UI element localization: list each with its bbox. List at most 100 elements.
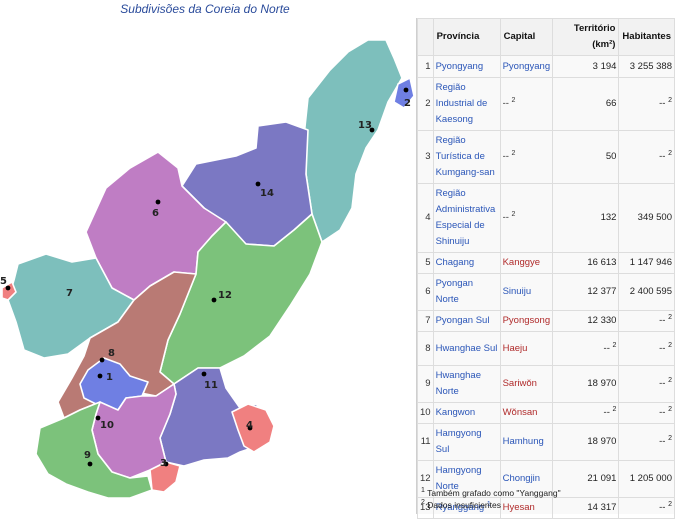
table-row: 1 Pyongyang Pyongyang 3 194 3 255 388	[417, 55, 675, 78]
province-link[interactable]: Pyongan Sul	[432, 310, 501, 332]
population-cell-text: --	[659, 315, 666, 326]
marker-label-11: 11	[204, 380, 218, 391]
capital-cell[interactable]: Wŏnsan	[499, 402, 554, 424]
footnote-1: 1 Também grafado como "Yanggang"	[421, 487, 671, 498]
province-link[interactable]: Região Turística de Kumgang-san	[432, 130, 501, 184]
marker-label-12: 12	[218, 290, 232, 301]
capital-cell-text[interactable]: Wŏnsan	[502, 407, 538, 418]
population-cell-note: 2	[668, 500, 672, 508]
area-cell-text: 50	[605, 151, 617, 162]
capital-cell-text[interactable]: Hyesan	[502, 502, 535, 513]
province-link-text[interactable]: Região Administrativa Especial de Shinui…	[435, 188, 496, 247]
province-link-text[interactable]: Hamgyong Sul	[435, 428, 482, 455]
table-row: 2 Região Industrial de Kaesong -- 2 66 -- 2	[417, 77, 675, 131]
province-link[interactable]: Kangwon	[432, 402, 501, 424]
header-index	[417, 18, 434, 56]
capital-cell-text[interactable]: Hamhung	[502, 436, 544, 447]
province-link-text[interactable]: Hwanghae Norte	[435, 370, 481, 397]
row-index-text: 8	[425, 342, 431, 354]
province-link[interactable]: Hamgyong Norte	[432, 460, 501, 498]
row-index: 7	[417, 310, 434, 332]
area-cell: 66	[552, 77, 620, 131]
footnote-1-mark: 1	[421, 487, 425, 495]
province-link-text[interactable]: Chagang	[435, 257, 475, 268]
capital-cell-text[interactable]: Sinuiju	[502, 286, 532, 297]
population-cell: -- 2	[618, 365, 675, 403]
capital-cell[interactable]: Kanggye	[499, 252, 554, 274]
capital-cell[interactable]: Hamhung	[499, 423, 554, 461]
table-row: 10 Kangwon Wŏnsan -- 2 -- 2	[417, 402, 675, 424]
row-index-text: 2	[425, 98, 431, 109]
province-link[interactable]: Chagang	[432, 252, 501, 274]
area-cell: -- 2	[552, 402, 620, 424]
capital-cell-text[interactable]: Chongjin	[502, 473, 541, 484]
capital-cell[interactable]: Sariwŏn	[499, 365, 554, 403]
row-index-text: 1	[425, 60, 431, 72]
row-index-text: 11	[420, 436, 431, 447]
marker-dot-11	[201, 371, 207, 377]
marker-dot-8	[99, 357, 105, 363]
marker-label-10: 10	[100, 420, 114, 431]
capital-cell[interactable]: Pyongsong	[499, 310, 554, 332]
province-link-text[interactable]: Região Industrial de Kaesong	[435, 82, 488, 125]
area-cell-text: 132	[600, 212, 617, 223]
province-link-text[interactable]: Kangwon	[435, 407, 476, 418]
korea-map-svg: 1 2 3 4 5 6 7 8 9 10 11 12 13 14	[0, 39, 415, 499]
capital-cell-text[interactable]: Sariwŏn	[502, 378, 537, 389]
footnote-2-text: Dados insuficientes	[427, 500, 501, 510]
capital-cell-text[interactable]: Kanggye	[502, 257, 541, 268]
province-link-text[interactable]: Região Turística de Kumgang-san	[435, 135, 495, 178]
population-cell-text: --	[659, 378, 666, 389]
area-cell: -- 2	[552, 331, 620, 366]
population-cell: 2 400 595	[618, 273, 675, 311]
marker-dot-12	[211, 297, 217, 303]
row-index-text: 9	[425, 378, 431, 389]
province-link[interactable]: Região Industrial de Kaesong	[432, 77, 501, 131]
marker-dot-1	[97, 373, 103, 379]
marker-label-14: 14	[260, 188, 274, 199]
region-2	[393, 77, 415, 109]
row-index: 9	[417, 365, 434, 403]
province-link-text[interactable]: Hamgyong Norte	[435, 465, 482, 492]
capital-cell-text[interactable]: Haeju	[502, 342, 528, 354]
table-header-row: Província Capital Território (km²) Habit…	[417, 18, 675, 56]
capital-cell-text: --	[502, 98, 509, 109]
row-index: 11	[417, 423, 434, 461]
table-row: 4 Região Administrativa Especial de Shinu…	[417, 183, 675, 253]
area-cell-note: 2	[612, 405, 617, 413]
region-13	[303, 39, 403, 243]
capital-cell[interactable]: Chongjin	[499, 460, 554, 498]
population-cell-text: --	[659, 342, 666, 354]
province-link-text[interactable]: Hwanghae Sul	[435, 342, 498, 354]
area-cell-text: 14 317	[587, 502, 617, 513]
capital-cell[interactable]: Sinuiju	[499, 273, 554, 311]
province-link-text[interactable]: Ryanggang	[435, 502, 485, 513]
area-cell-note: 2	[612, 341, 617, 349]
capital-cell[interactable]: Pyongyang	[499, 55, 554, 78]
province-link[interactable]: Pyongyang	[432, 55, 501, 78]
province-link-note: 1	[486, 500, 491, 508]
province-link-text[interactable]: Pyongyang	[435, 60, 484, 72]
population-cell-text: --	[659, 151, 666, 162]
population-cell: -- 2	[618, 331, 675, 366]
capital-cell-text[interactable]: Pyongyang	[502, 60, 551, 72]
capital-cell-text[interactable]: Pyongsong	[502, 315, 551, 326]
province-link[interactable]: Hwanghae Norte	[432, 365, 501, 403]
province-link[interactable]: Pyongan Norte	[432, 273, 501, 311]
marker-label-2: 2	[404, 98, 411, 109]
province-link[interactable]: Hwanghae Sul	[432, 331, 501, 366]
capital-cell-text: --	[502, 151, 509, 162]
marker-label-3: 3	[160, 458, 167, 469]
province-link-text[interactable]: Pyongan Sul	[435, 315, 490, 326]
provinces-table-panel: Província Capital Território (km²) Habit…	[416, 18, 675, 519]
province-link-text[interactable]: Pyongan Norte	[435, 278, 474, 305]
province-link[interactable]: Hamgyong Sul	[432, 423, 501, 461]
province-link[interactable]: Região Administrativa Especial de Shinui…	[432, 183, 501, 253]
region-4	[231, 403, 275, 453]
marker-dot-5	[5, 285, 11, 291]
capital-cell[interactable]: Haeju	[499, 331, 554, 366]
marker-dot-13	[369, 127, 375, 133]
table-row: 8 Hwanghae Sul Haeju -- 2 -- 2	[417, 331, 675, 366]
population-cell-note: 2	[668, 434, 672, 442]
table-row: 5 Chagang Kanggye 16 613 1 147 946	[417, 252, 675, 274]
